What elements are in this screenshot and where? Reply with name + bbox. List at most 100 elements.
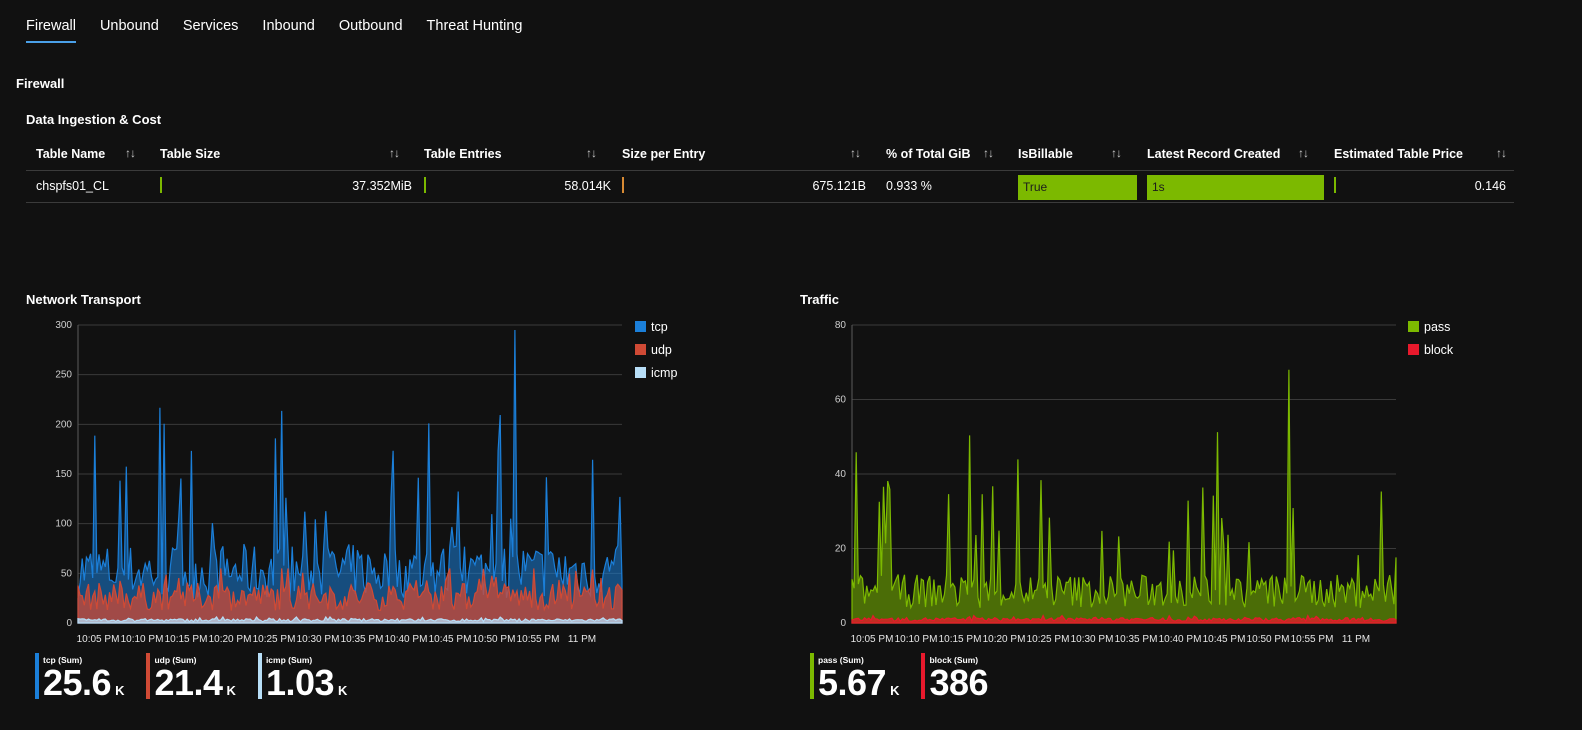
sort-icon[interactable]: ↑↓: [389, 146, 400, 160]
legend-block-label: block: [1424, 342, 1454, 357]
tcp-swatch: [635, 321, 646, 332]
x-tick-label: 10:20 PM: [209, 634, 252, 645]
cell-table-size: 37.352MiB: [352, 179, 412, 193]
tab-firewall[interactable]: Firewall: [26, 0, 76, 44]
tile-stripe: [257, 653, 262, 699]
tab-services[interactable]: Services: [182, 18, 239, 34]
tile-unit: K: [338, 683, 348, 698]
tile-label: block (Sum): [929, 655, 979, 665]
series-tcp-area: [77, 329, 623, 624]
y-tick-label: 300: [55, 320, 72, 331]
x-tick-label: 10:05 PM: [851, 634, 894, 645]
network-transport-title: Network Transport: [26, 292, 141, 307]
tile-udp-sum[interactable]: udp (Sum) 21.4 K: [146, 653, 236, 701]
tile-tcp-sum[interactable]: tcp (Sum) 25.6 K: [35, 653, 125, 701]
tile-stripe: [921, 653, 926, 699]
sort-icon[interactable]: ↑↓: [1496, 146, 1507, 160]
cell-pct-total: 0.933 %: [886, 179, 932, 193]
size-entry-bar: [622, 177, 624, 193]
sort-icon[interactable]: ↑↓: [586, 146, 597, 160]
col-table-name[interactable]: Table Name: [36, 147, 106, 161]
cell-estimated-price: 0.146: [1474, 179, 1506, 193]
series-block-area: [851, 614, 1397, 624]
tile-label: pass (Sum): [818, 655, 864, 665]
x-tick-label: 10:35 PM: [341, 634, 384, 645]
tab-unbound[interactable]: Unbound: [99, 18, 159, 34]
cell-table-name: chspfs01_CL: [36, 179, 109, 193]
tile-pass-sum[interactable]: pass (Sum) 5.67 K: [810, 653, 899, 701]
y-tick-label: 250: [55, 370, 72, 381]
udp-swatch: [635, 344, 646, 355]
x-tick-label: 10:15 PM: [165, 634, 208, 645]
series-pass-area: [851, 369, 1397, 624]
cell-table-entries: 58.014K: [564, 179, 611, 193]
legend-icmp[interactable]: icmp: [635, 361, 677, 384]
sort-icon[interactable]: ↑↓: [1298, 146, 1309, 160]
tile-stripe: [810, 653, 814, 699]
traffic-title: Traffic: [800, 292, 840, 307]
x-tick-label: 10:40 PM: [385, 634, 428, 645]
tile-block-sum[interactable]: block (Sum) 386: [921, 653, 992, 701]
y-tick-label: 40: [835, 469, 847, 480]
ingestion-grid: Table Name ↑↓ Table Size ↑↓ Table Entrie…: [26, 140, 1514, 203]
y-tick-label: 0: [840, 618, 846, 629]
table-row[interactable]: chspfs01_CL 37.352MiB 58.014K 675.121B 0…: [26, 171, 1514, 203]
x-tick-label: 10:45 PM: [1203, 634, 1246, 645]
col-table-size[interactable]: Table Size: [160, 147, 221, 161]
tab-inbound[interactable]: Inbound: [262, 18, 315, 34]
legend-tcp-label: tcp: [651, 319, 668, 334]
tab-outbound[interactable]: Outbound: [338, 18, 403, 34]
x-tick-label: 10:40 PM: [1159, 634, 1202, 645]
legend-icmp-label: icmp: [651, 365, 678, 380]
col-latest-record[interactable]: Latest Record Created: [1147, 147, 1281, 161]
x-tick-label: 10:50 PM: [473, 634, 516, 645]
x-tick-label: 10:30 PM: [1071, 634, 1114, 645]
tab-threat-hunting[interactable]: Threat Hunting: [426, 18, 523, 34]
x-tick-label: 10:10 PM: [895, 634, 938, 645]
section-title: Firewall: [16, 76, 65, 91]
tile-value: 1.03: [265, 662, 335, 703]
col-table-entries[interactable]: Table Entries: [424, 147, 502, 161]
x-tick-label: 10:15 PM: [939, 634, 982, 645]
col-estimated-price[interactable]: Estimated Table Price: [1334, 147, 1463, 161]
price-bar: [1334, 177, 1336, 193]
tile-value: 5.67: [818, 662, 887, 703]
tile-value: 25.6: [43, 662, 112, 703]
y-tick-label: 50: [61, 568, 73, 579]
tile-icmp-sum[interactable]: icmp (Sum) 1.03 K: [257, 653, 348, 701]
tile-label: udp (Sum): [154, 655, 197, 665]
sort-icon[interactable]: ↑↓: [1111, 146, 1122, 160]
cell-size-per-entry: 675.121B: [812, 179, 866, 193]
legend-udp-label: udp: [651, 342, 672, 357]
x-tick-label: 10:45 PM: [429, 634, 472, 645]
pass-swatch: [1408, 321, 1419, 332]
traffic-tiles: pass (Sum) 5.67 K block (Sum) 386: [810, 653, 1014, 701]
sort-icon[interactable]: ↑↓: [983, 146, 994, 160]
tile-stripe: [35, 653, 39, 699]
tile-label: tcp (Sum): [43, 655, 83, 665]
block-swatch: [1408, 344, 1419, 355]
y-tick-label: 100: [55, 519, 72, 530]
cell-latest-record: 1s: [1147, 175, 1324, 200]
tile-unit: K: [115, 683, 125, 698]
network-transport-tiles: tcp (Sum) 25.6 K udp (Sum) 21.4 K icmp (Su…: [35, 653, 369, 701]
network-transport-legend: tcp udp icmp: [635, 315, 677, 384]
y-tick-label: 20: [835, 544, 847, 555]
tile-value: 21.4: [154, 662, 223, 703]
col-is-billable[interactable]: IsBillable: [1018, 147, 1073, 161]
col-pct-total[interactable]: % of Total GiB: [886, 147, 971, 161]
legend-block[interactable]: block: [1408, 338, 1453, 361]
tab-bar: Firewall Unbound Services Inbound Outbou…: [26, 0, 546, 44]
y-tick-label: 80: [835, 320, 847, 331]
size-bar: [160, 177, 162, 193]
col-size-per-entry[interactable]: Size per Entry: [622, 147, 706, 161]
sort-icon[interactable]: ↑↓: [125, 146, 136, 160]
legend-udp[interactable]: udp: [635, 338, 677, 361]
x-tick-label: 10:35 PM: [1115, 634, 1158, 645]
sort-icon[interactable]: ↑↓: [850, 146, 861, 160]
legend-tcp[interactable]: tcp: [635, 315, 677, 338]
y-tick-label: 200: [55, 419, 72, 430]
ingestion-title: Data Ingestion & Cost: [26, 112, 162, 127]
x-tick-label: 11 PM: [1342, 634, 1370, 645]
legend-pass[interactable]: pass: [1408, 315, 1453, 338]
